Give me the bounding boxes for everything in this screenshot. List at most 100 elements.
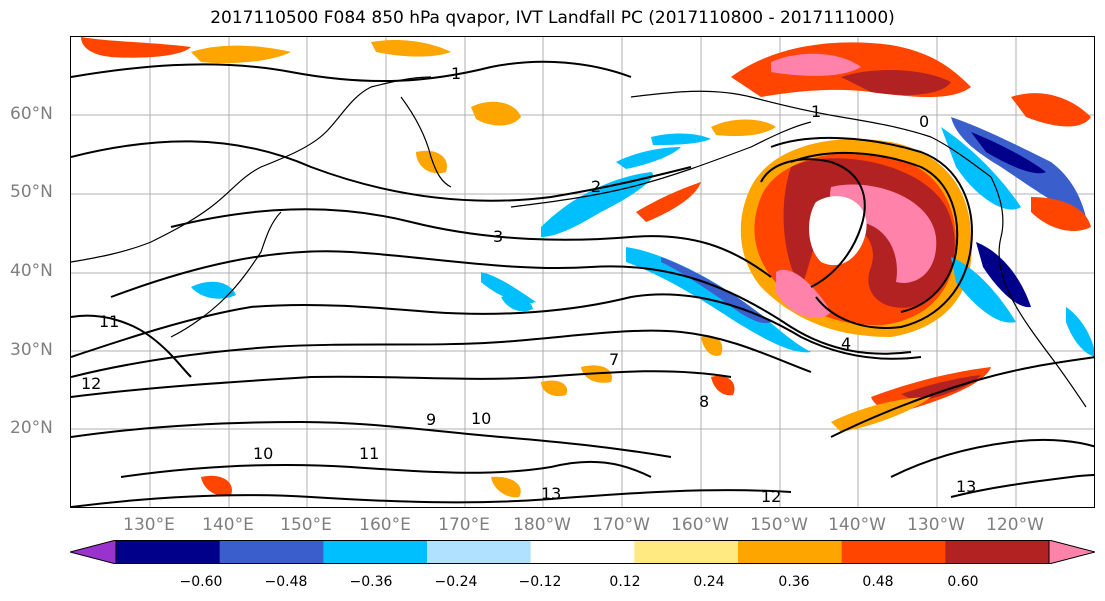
contour-label: 1: [451, 64, 461, 83]
aleutian-warm: [636, 182, 701, 222]
contour-label: 10: [253, 444, 273, 463]
contour-6: [71, 329, 812, 378]
coastlines: [71, 76, 1087, 408]
contour-10: [71, 489, 792, 507]
central-warm-2: [711, 375, 735, 396]
map-panel: 1 2 3 9 10 11 12 13 0 1 4 7 8 10 11 12 1…: [70, 36, 1095, 508]
colorbar-cell: [323, 540, 428, 564]
cold-band-trough-dark: [661, 257, 771, 324]
lon-label-160e: 160°E: [359, 515, 411, 535]
contour-label: 12: [81, 374, 101, 393]
aleutian-warm-north: [711, 119, 776, 137]
lon-label-160w: 160°W: [671, 515, 729, 535]
colorbar-tick-label: −0.48: [264, 574, 308, 590]
contour-label: 0: [919, 112, 929, 131]
sea-okhotsk-warm: [371, 40, 451, 57]
contour-9: [120, 460, 652, 478]
colorbar-tick-label: −0.60: [179, 574, 223, 590]
south-warm-2: [491, 476, 521, 498]
contour-12: [790, 151, 959, 313]
coast-kamchatka: [400, 96, 452, 188]
lon-label-120w: 120°W: [986, 515, 1044, 535]
contour-label: 1: [811, 102, 821, 121]
contour-4: [110, 250, 912, 355]
nw-warm-2: [191, 45, 291, 64]
contour-label: 3: [493, 227, 503, 246]
contour-labels: 1 2 3 9 10 11 12 13 0 1 4 7 8 10 11 12 1…: [81, 64, 976, 506]
canada-warm: [1011, 93, 1091, 127]
colorbar-cell: [738, 540, 843, 564]
lon-label-130w: 130°W: [907, 515, 965, 535]
colorbar-tick-label: 0.48: [862, 574, 894, 590]
contour-2: [71, 140, 692, 202]
lat-label-60n: 60°N: [10, 104, 53, 124]
colorbar-cell: [219, 540, 324, 564]
contour-label: 2: [591, 177, 601, 196]
contour-label: 11: [359, 444, 379, 463]
lat-label-20n: 20°N: [10, 418, 53, 438]
contour-label: 8: [699, 392, 709, 411]
lon-label-150w: 150°W: [750, 515, 808, 535]
uscoast-cold: [976, 242, 1031, 308]
contour-17: [71, 314, 192, 378]
mexico-cold: [1066, 307, 1094, 357]
contour-label: 4: [841, 334, 851, 353]
coast-asia: [71, 76, 432, 263]
contour-14: [830, 356, 1094, 438]
colorbar: [70, 540, 1095, 564]
yukon-dark: [841, 70, 951, 95]
contour-label: 13: [956, 477, 976, 496]
south-warm-1: [201, 475, 232, 496]
contour-label: 12: [761, 487, 781, 506]
lon-label-170e: 170°E: [438, 515, 490, 535]
contour-11: [770, 136, 973, 329]
contour-label: 10: [471, 409, 491, 428]
lon-label-140e: 140°E: [202, 515, 254, 535]
bc-cold-light: [941, 127, 1021, 210]
ivt-contours: [71, 60, 1094, 507]
contour-15: [890, 438, 1094, 478]
aleutian-cold: [616, 147, 681, 169]
contour-label: 11: [99, 312, 119, 331]
contour-13: [760, 158, 866, 288]
lat-label-30n: 30°N: [10, 340, 53, 360]
shading-layer: [81, 37, 1094, 498]
cold-band-mid: [481, 272, 536, 304]
colorbar-tick-label: −0.24: [434, 574, 478, 590]
colorbar-tick-label: −0.12: [518, 574, 562, 590]
contour-label: 13: [541, 484, 561, 503]
coast-bc: [990, 176, 1087, 408]
lon-label-180w: 180°W: [513, 515, 571, 535]
map-canvas: 1 2 3 9 10 11 12 13 0 1 4 7 8 10 11 12 1…: [71, 37, 1094, 507]
map-title: 2017110500 F084 850 hPa qvapor, IVT Land…: [210, 8, 895, 28]
bering-warm: [471, 101, 521, 126]
contour-1: [71, 60, 632, 83]
colorbar-tick-label: 0.24: [693, 574, 725, 590]
colorbar-tick-label: 0.12: [609, 574, 641, 590]
colorbar-cell: [945, 540, 1050, 564]
colorbar-cell: [70, 540, 116, 564]
lon-label-140w: 140°W: [828, 515, 886, 535]
central-warm-1: [701, 335, 723, 356]
colorbar-tick-label: 0.36: [778, 574, 810, 590]
coast-aleutians: [510, 121, 812, 208]
colorbar-tick-label: 0.60: [947, 574, 979, 590]
coast-alaska: [630, 90, 992, 178]
contour-16: [950, 474, 1094, 498]
central-warm-4: [541, 380, 568, 397]
contour-8: [71, 420, 672, 458]
bc-cold-deep: [971, 132, 1046, 174]
colorbar-cells: [70, 540, 1095, 564]
lat-label-50n: 50°N: [10, 182, 53, 202]
nw-warm-1: [81, 37, 191, 58]
lon-label-170w: 170°W: [592, 515, 650, 535]
colorbar-cell: [530, 540, 635, 564]
kamchatka-warm: [416, 150, 447, 174]
colorbar-cell: [1049, 540, 1095, 564]
colorbar-tick-label: −0.36: [349, 574, 393, 590]
alaska-pink: [771, 53, 861, 76]
gulf-cold: [651, 133, 711, 145]
colorbar-cell: [427, 540, 532, 564]
colorbar-cell: [116, 540, 221, 564]
colorbar-cell: [634, 540, 739, 564]
